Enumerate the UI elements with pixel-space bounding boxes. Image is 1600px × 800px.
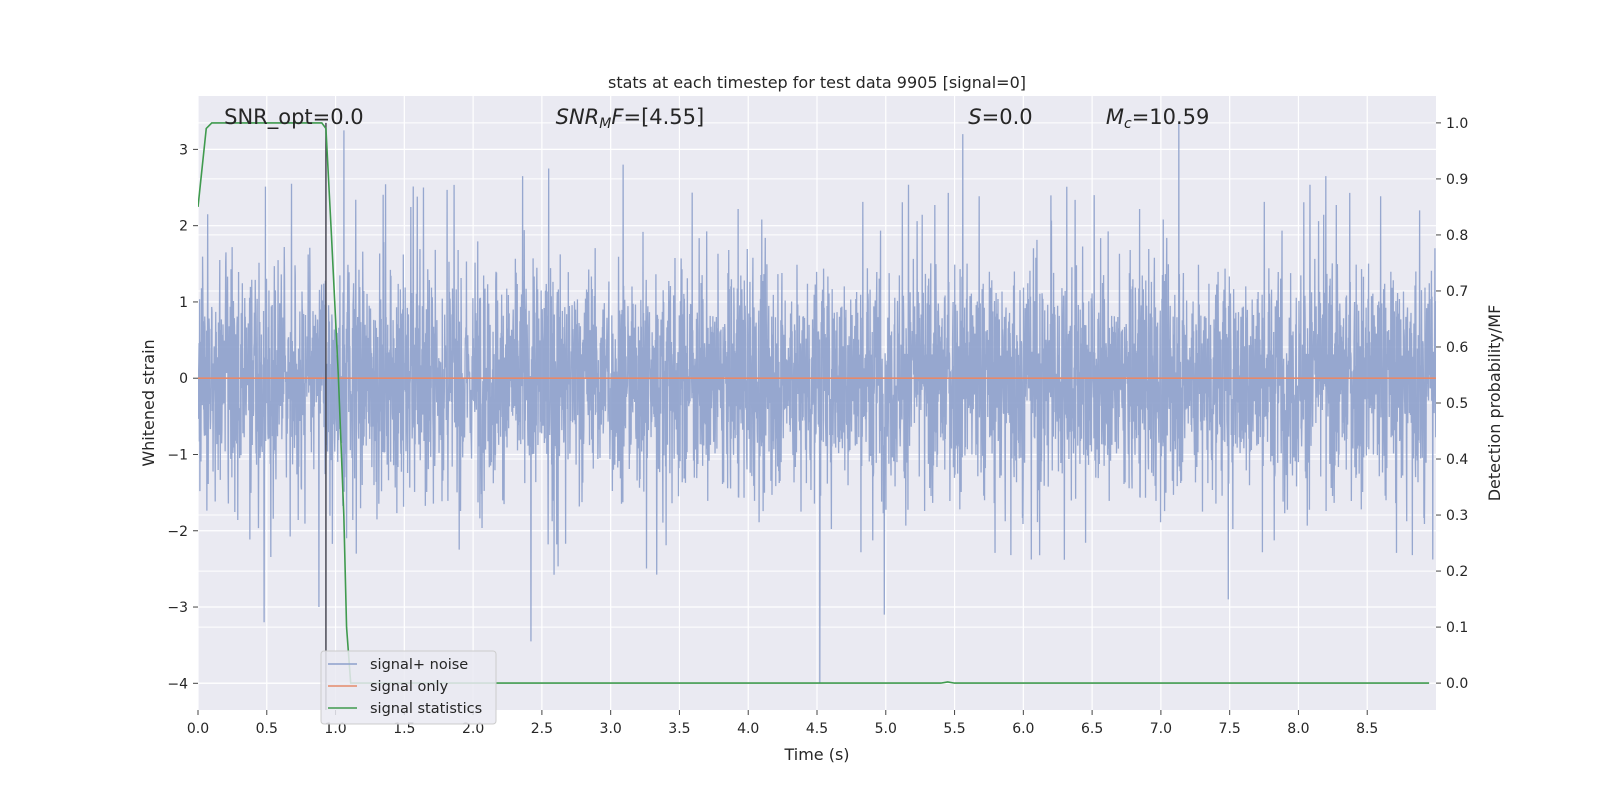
y-tick-label: 0 [179, 371, 188, 387]
right-y-tick-label: 0.4 [1446, 452, 1468, 468]
annotation-2: S=0.0 [968, 105, 1032, 129]
x-tick-label: 2.0 [462, 721, 484, 737]
x-tick-label: 5.5 [943, 721, 965, 737]
right-y-tick-label: 0.7 [1446, 284, 1468, 300]
right-y-tick-label: 0.9 [1446, 172, 1468, 188]
legend-label-signal-statistics: signal statistics [370, 701, 482, 717]
x-tick-label: 7.0 [1150, 721, 1172, 737]
x-tick-label: 8.0 [1287, 721, 1309, 737]
series-signal-statistics [198, 122, 1430, 684]
annotation-0: SNR_opt=0.0 [224, 105, 364, 130]
y-tick-label: 3 [179, 142, 188, 158]
y-axis-ticks: 3 2 1 0 −1 −2 −3 −4 [167, 142, 198, 692]
annotations: SNR_opt=0.0 SNRMF=[4.55] S=0.0 Mc=10.59 [224, 105, 1209, 132]
y-tick-label: −4 [167, 676, 188, 692]
y-tick-label: 1 [179, 295, 188, 311]
x-axis-ticks: 0.0 0.5 1.0 1.5 2.0 2.5 3.0 3.5 4.0 4.5 5.0 5.5 6.0 6… [187, 710, 1378, 737]
x-tick-label: 3.0 [600, 721, 622, 737]
right-y-axis-title: Detection probability/MF [1485, 305, 1504, 502]
x-tick-label: 4.5 [806, 721, 828, 737]
right-y-axis-ticks: 1.0 0.9 0.8 0.7 0.6 0.5 0.4 0.3 0.2 0.1 0.0 [1436, 116, 1468, 692]
legend-box [320, 650, 497, 725]
annotation-1: SNRMF=[4.55] [556, 105, 705, 132]
y-tick-label: −3 [167, 600, 188, 616]
x-tick-label: 5.0 [875, 721, 897, 737]
y-tick-label: 2 [179, 219, 188, 235]
legend-label-signal-noise: signal+ noise [370, 657, 468, 673]
x-tick-label: 6.0 [1012, 721, 1034, 737]
right-y-tick-label: 0.6 [1446, 340, 1468, 356]
right-y-tick-label: 0.0 [1446, 676, 1468, 692]
x-tick-label: 6.5 [1081, 721, 1103, 737]
x-tick-label: 0.5 [256, 721, 278, 737]
right-y-tick-label: 1.0 [1446, 116, 1468, 132]
x-tick-label: 8.5 [1356, 721, 1378, 737]
legend-label-signal-only: signal only [370, 679, 449, 695]
right-y-tick-label: 0.2 [1446, 564, 1468, 580]
x-tick-label: 4.0 [737, 721, 759, 737]
chart-title: stats at each timestep for test data 990… [608, 73, 1026, 92]
legend: signal+ noise signal only signal statist… [320, 650, 497, 725]
line-signal-statistics [198, 122, 1430, 684]
y-tick-label: −2 [167, 524, 188, 540]
x-tick-label: 1.5 [393, 721, 415, 737]
x-tick-label: 2.5 [531, 721, 553, 737]
y-axis-title: Whitened strain [139, 339, 158, 466]
y-tick-label: −1 [167, 447, 188, 463]
right-y-tick-label: 0.5 [1446, 396, 1468, 412]
x-tick-label: 3.5 [668, 721, 690, 737]
line-signal-noise [198, 122, 1436, 684]
x-tick-label: 1.0 [324, 721, 346, 737]
right-y-tick-label: 0.8 [1446, 228, 1468, 244]
annotation-3: Mc=10.59 [1106, 105, 1210, 132]
right-y-tick-label: 0.3 [1446, 508, 1468, 524]
series-signal-noise [198, 122, 1436, 684]
x-tick-label: 7.5 [1219, 721, 1241, 737]
x-axis-title: Time (s) [783, 745, 849, 764]
right-y-tick-label: 0.1 [1446, 620, 1468, 636]
x-tick-label: 0.0 [187, 721, 209, 737]
